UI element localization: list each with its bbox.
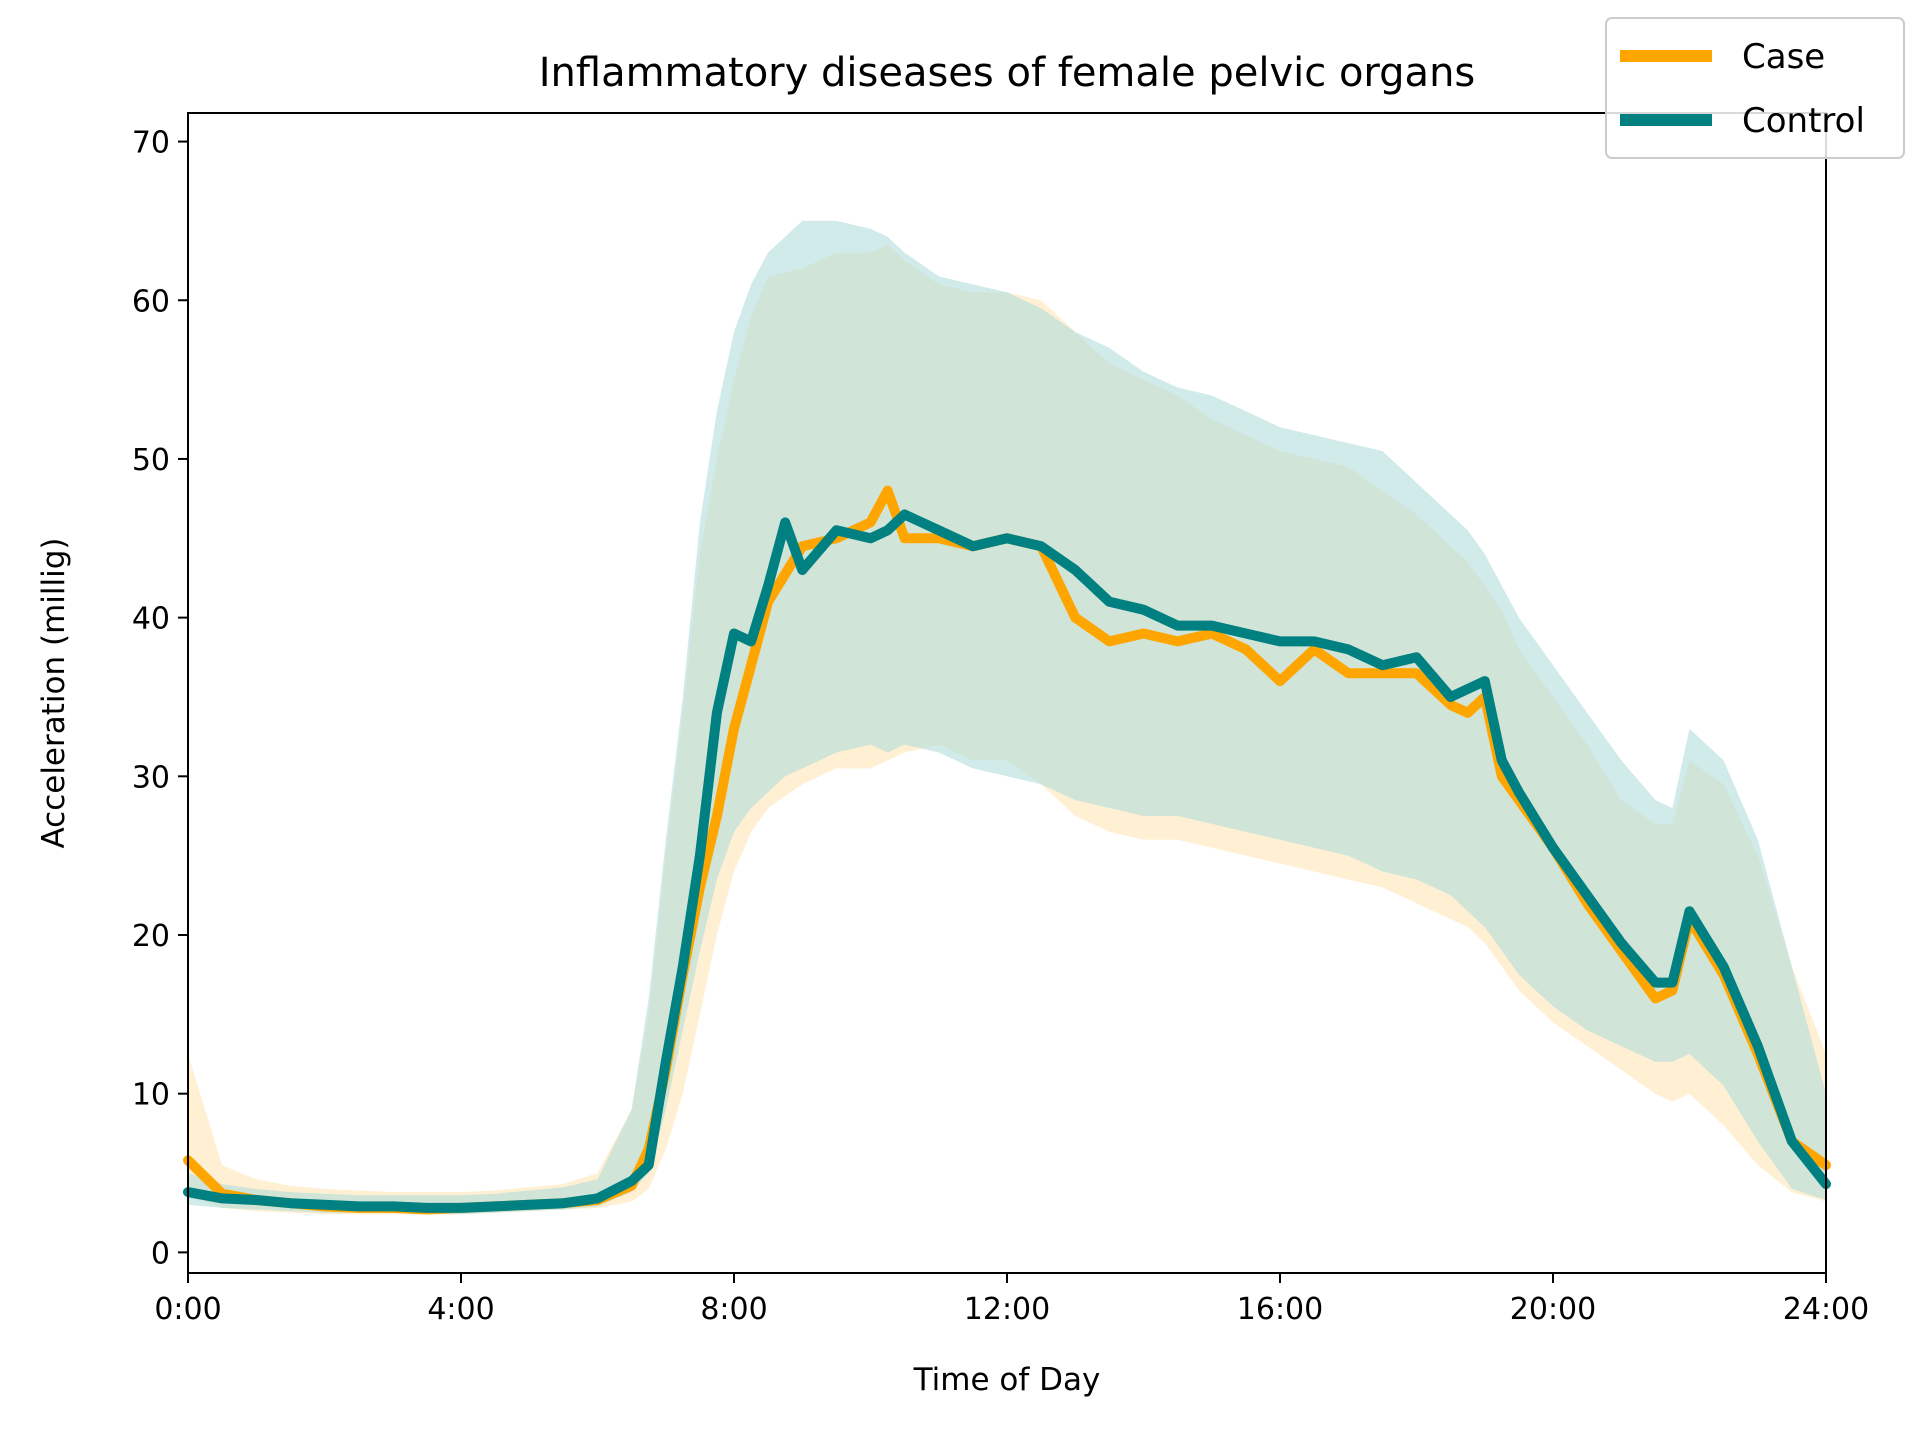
line-control [183,509,1831,1213]
y-axis-label: Acceleration (millig) [36,538,72,849]
x-axis-ticks: 0:00 4:00 8:00 12:00 16:00 20:00 24:00 [154,1273,1869,1327]
y-tick-label: 0 [151,1236,170,1271]
x-tick-label: 4:00 [427,1292,494,1327]
x-axis-label: Time of Day [913,1362,1101,1398]
y-tick-label: 50 [132,443,170,478]
x-tick-label: 0:00 [154,1292,221,1327]
y-tick-label: 60 [132,284,170,319]
y-tick-label: 20 [132,919,170,954]
x-tick-label: 12:00 [964,1292,1050,1327]
y-tick-label: 40 [132,602,170,637]
series-lines [183,485,1831,1215]
y-tick-label: 70 [132,126,170,161]
legend-label-case: Case [1742,37,1825,77]
y-tick-label: 10 [132,1078,170,1113]
legend: Case Control [1605,17,1905,159]
confidence-bands [188,220,1826,1215]
x-tick-label: 24:00 [1783,1292,1869,1327]
legend-label-control: Control [1742,101,1865,141]
band-control [188,220,1826,1215]
y-tick-label: 30 [132,760,170,795]
chart-title: Inflammatory diseases of female pelvic o… [539,50,1476,96]
x-tick-label: 20:00 [1510,1292,1596,1327]
x-tick-label: 16:00 [1237,1292,1323,1327]
y-axis-ticks: 0 10 20 30 40 50 60 70 [132,126,188,1271]
x-tick-label: 8:00 [700,1292,767,1327]
